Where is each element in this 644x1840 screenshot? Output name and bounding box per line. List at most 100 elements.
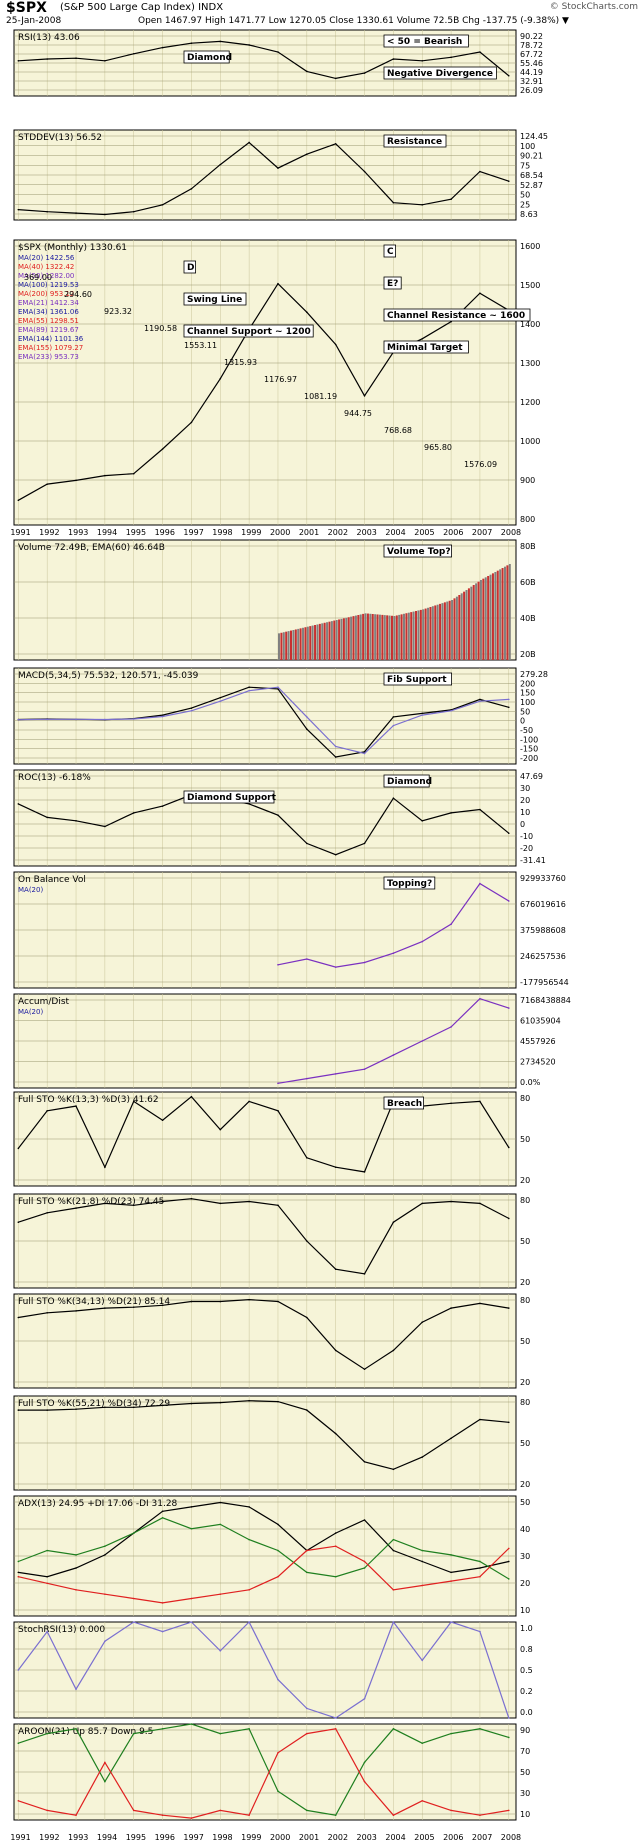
data-point [75,1207,77,1209]
data-point [75,1554,77,1556]
data-point [104,60,106,62]
annotation-box [383,876,436,890]
data-point [17,1560,20,1563]
y-tick-label: 68.54 [520,171,543,180]
volume-bar [439,603,442,660]
data-point [306,1077,308,1080]
y-tick-label: 279.28 [520,670,548,679]
series-line [18,1501,509,1578]
volume-bar [323,622,326,660]
volume-bar [467,588,470,660]
volume-bar [369,613,372,660]
y-tick-label: 80 [520,1296,530,1305]
y-tick-label: 90.22 [520,32,543,41]
data-point [363,1567,366,1569]
data-point [277,1752,279,1754]
series-line [17,1095,510,1173]
data-point [132,1597,135,1600]
volume-bar [383,615,386,660]
data-point [17,60,20,62]
data-point [507,1307,510,1309]
x-tick-label: 1995 [126,528,146,537]
panel-5-frame [13,769,517,867]
y-tick-label: 0.0% [520,1078,541,1087]
quote-line: Open 1467.97 High 1471.77 Low 1270.05 Cl… [138,16,569,26]
annotation-box [383,340,469,354]
index-fullname: (S&P 500 Large Cap Index) [60,2,195,13]
price-label: 1315.93 [224,358,257,367]
y-tick-label: 7168438884 [520,996,571,1005]
data-point [17,803,20,805]
y-tick-label: 80 [520,1398,530,1407]
data-point [277,686,279,688]
data-point [363,1068,366,1070]
volume-bar [299,628,302,660]
x-tick-label: 1998 [212,528,232,537]
data-point [219,163,222,166]
data-point [17,1742,20,1744]
y-tick-label: 50 [520,707,530,716]
y-tick-label: 67.72 [520,50,543,59]
volume-bar [297,628,300,660]
data-point [507,900,510,902]
volume-bar [304,627,307,660]
data-point [190,1621,193,1623]
volume-bar [400,614,403,660]
data-point [392,1349,395,1352]
annotation-label: Swing Line [187,295,242,305]
volume-bar [359,614,362,660]
data-point [104,1545,106,1547]
data-point [421,940,424,943]
panel-title: Accum/Dist [18,997,70,1007]
data-point [277,688,279,690]
data-point [75,1728,77,1730]
data-point [392,58,395,60]
data-point [190,1300,193,1303]
y-tick-label: 2734520 [520,1058,556,1067]
volume-bar [354,615,357,660]
volume-bar [436,604,439,660]
data-point [363,752,366,755]
x-tick-label: 1999 [241,528,261,537]
data-point [479,882,481,885]
legend-entry: EMA(55) 1298.51 [18,317,79,325]
data-point [248,1399,250,1402]
data-point [479,292,481,295]
data-point [277,51,279,53]
data-point [450,198,452,201]
x-tick-label: 1997 [183,1833,203,1840]
data-point [161,715,164,718]
chart-header: $SPX (S&P 500 Large Cap Index) INDX © St… [0,0,644,28]
data-point [450,1554,452,1556]
y-tick-label: 0.8 [520,1645,533,1654]
y-tick-label: -200 [520,754,538,763]
y-tick-label: 61035904 [520,1017,561,1026]
volume-bar [501,568,504,660]
exchange: INDX [198,2,224,13]
data-point [46,1312,48,1314]
volume-bar [280,632,283,660]
y-tick-label: 40 [520,1525,530,1534]
data-point [334,756,337,758]
data-point [190,1402,193,1405]
volume-bar [390,615,393,660]
y-tick-label: 26.09 [520,86,543,95]
data-point [161,203,164,206]
data-point [248,1589,250,1591]
data-point [161,1602,164,1604]
panel-title: AROON(21) Up 85.7 Down 9.5 [18,1727,153,1737]
data-point [363,1273,366,1275]
data-point [392,1728,395,1730]
y-tick-label: 0.2 [520,1687,533,1696]
data-point [306,716,308,718]
data-point [392,1468,395,1471]
data-point [334,143,337,145]
data-point [161,1728,164,1730]
y-tick-label: 1200 [520,398,540,407]
volume-bar [470,586,473,660]
volume-bar [309,626,312,660]
data-point [46,210,48,213]
volume-bar [446,601,449,660]
data-point [277,1300,279,1303]
price-label: 1576.09 [464,460,497,469]
